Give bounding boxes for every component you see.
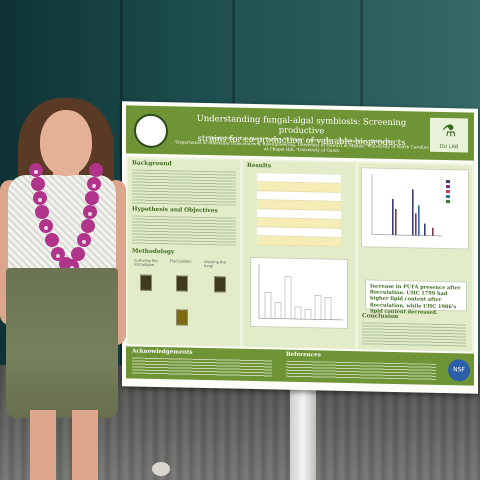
text-block xyxy=(132,215,236,246)
section-heading: Acknowledgements xyxy=(132,348,193,356)
results-table xyxy=(257,173,341,247)
text-block xyxy=(132,169,236,206)
culture-vial-image xyxy=(176,275,188,292)
section-heading: Conclusion xyxy=(362,313,399,321)
section-heading: Results xyxy=(247,162,272,170)
culture-vial-image xyxy=(140,274,152,291)
flask-icon: ⚗ DU LAB xyxy=(430,117,468,153)
section-heading: Background xyxy=(132,160,172,168)
person-leg-right xyxy=(72,410,98,480)
poster-header: Understanding fungal-algal symbiosis: Sc… xyxy=(126,105,474,161)
bar-chart-graphic xyxy=(258,264,343,321)
person-skirt xyxy=(6,268,118,418)
method-step-label: Flocculation xyxy=(170,259,192,264)
text-block xyxy=(132,357,272,378)
section-heading: References xyxy=(286,351,321,359)
culture-vial-image xyxy=(214,276,226,293)
person-face xyxy=(40,110,92,176)
method-step-label: Growing the fungi xyxy=(204,259,226,269)
person-leg-left xyxy=(30,410,56,480)
lab-logo-text: DU LAB xyxy=(439,143,459,151)
lipid-bar-chart xyxy=(250,256,348,330)
text-block xyxy=(286,360,436,381)
method-step-label: Culturing the microalgae xyxy=(134,258,158,267)
university-seal-icon xyxy=(134,113,168,149)
fatty-acid-chart-graphic xyxy=(371,174,450,237)
research-poster: Understanding fungal-algal symbiosis: Sc… xyxy=(122,101,478,394)
fatty-acid-chart xyxy=(361,167,469,250)
poster-footer: Acknowledgements References NSF xyxy=(126,346,474,386)
callout-text: Increase in PUFA presence after floccula… xyxy=(370,283,461,316)
section-heading: Methodology xyxy=(132,248,175,256)
result-callout: Increase in PUFA presence after floccula… xyxy=(365,279,467,316)
flower-lei xyxy=(29,163,103,273)
table-row xyxy=(257,236,341,247)
text-block xyxy=(362,322,466,349)
floor-object xyxy=(152,462,170,476)
nsf-logo-icon: NSF xyxy=(448,359,470,382)
culture-vial-image xyxy=(176,309,188,326)
poster-body: Background Hypothesis and Objectives Met… xyxy=(126,156,474,352)
poster-stand-pole xyxy=(290,385,316,480)
